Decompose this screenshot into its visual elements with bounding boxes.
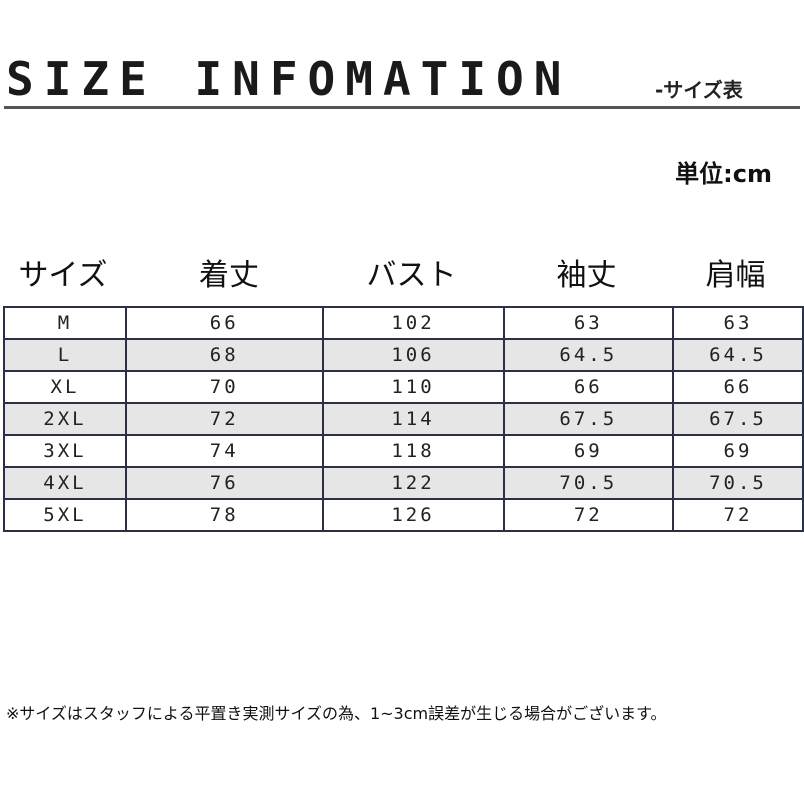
table-row: M 66 102 63 63 (3, 306, 804, 340)
cell-bust: 126 (321, 498, 505, 532)
size-table: M 66 102 63 63 L 68 106 64.5 64.5 XL 70 110 66 66 2XL 72… (3, 306, 804, 532)
cell-bust: 114 (321, 402, 505, 436)
cell-bust: 110 (321, 370, 505, 404)
page-subtitle: -サイズ表 (655, 78, 743, 102)
table-row: 5XL 78 126 72 72 (3, 498, 804, 532)
cell-length: 66 (124, 306, 324, 340)
table-row: XL 70 110 66 66 (3, 370, 804, 404)
table-header: サイズ 着丈 バスト 袖丈 肩幅 (0, 250, 804, 294)
cell-shoulder: 63 (671, 306, 804, 340)
cell-sleeve: 70.5 (502, 466, 674, 500)
cell-size: 3XL (3, 434, 127, 468)
cell-sleeve: 67.5 (502, 402, 674, 436)
cell-length: 74 (124, 434, 324, 468)
cell-size: M (3, 306, 127, 340)
cell-length: 76 (124, 466, 324, 500)
cell-shoulder: 64.5 (671, 338, 804, 372)
cell-shoulder: 67.5 (671, 402, 804, 436)
footnote: ※サイズはスタッフによる平置き実測サイズの為、1~3cm誤差が生じる場合がござい… (6, 704, 667, 723)
cell-sleeve: 64.5 (502, 338, 674, 372)
table-row: 4XL 76 122 70.5 70.5 (3, 466, 804, 500)
column-header-length: 着丈 (199, 258, 259, 293)
cell-bust: 106 (321, 338, 505, 372)
cell-length: 78 (124, 498, 324, 532)
cell-size: 2XL (3, 402, 127, 436)
table-row: L 68 106 64.5 64.5 (3, 338, 804, 372)
cell-length: 68 (124, 338, 324, 372)
column-header-bust: バスト (366, 258, 457, 293)
unit-label: 単位:cm (675, 160, 772, 188)
cell-shoulder: 70.5 (671, 466, 804, 500)
cell-size: XL (3, 370, 127, 404)
cell-length: 72 (124, 402, 324, 436)
cell-sleeve: 66 (502, 370, 674, 404)
cell-size: L (3, 338, 127, 372)
cell-bust: 118 (321, 434, 505, 468)
cell-sleeve: 69 (502, 434, 674, 468)
cell-shoulder: 72 (671, 498, 804, 532)
cell-size: 4XL (3, 466, 127, 500)
table-row: 3XL 74 118 69 69 (3, 434, 804, 468)
cell-bust: 102 (321, 306, 505, 340)
cell-shoulder: 66 (671, 370, 804, 404)
column-header-size: サイズ (18, 258, 108, 293)
cell-length: 70 (124, 370, 324, 404)
cell-sleeve: 63 (502, 306, 674, 340)
column-header-sleeve: 袖丈 (556, 258, 617, 293)
cell-sleeve: 72 (502, 498, 674, 532)
title-divider (4, 106, 800, 109)
cell-shoulder: 69 (671, 434, 804, 468)
column-header-shoulder: 肩幅 (705, 258, 766, 293)
table-row: 2XL 72 114 67.5 67.5 (3, 402, 804, 436)
page-title: SIZE INFOMATION (6, 52, 572, 106)
cell-bust: 122 (321, 466, 505, 500)
cell-size: 5XL (3, 498, 127, 532)
